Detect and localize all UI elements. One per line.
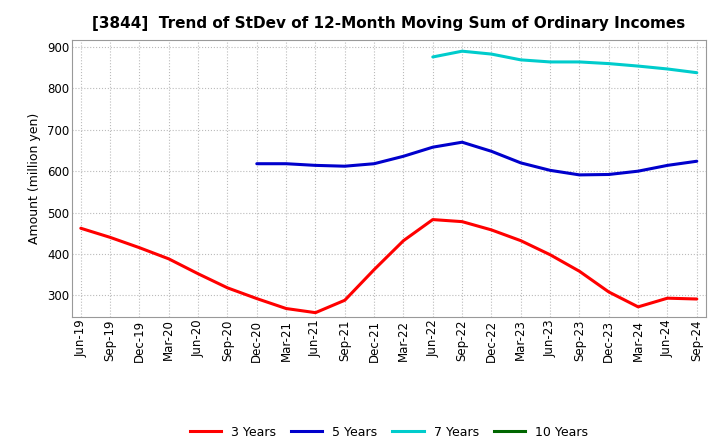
3 Years (516, 238, 525, 243)
7 Years (458, 48, 467, 54)
Title: [3844]  Trend of StDev of 12-Month Moving Sum of Ordinary Incomes: [3844] Trend of StDev of 12-Month Moving… (92, 16, 685, 32)
5 Years (341, 164, 349, 169)
7 Years (575, 59, 584, 65)
3 Years (370, 267, 379, 272)
3 Years (399, 238, 408, 243)
5 Years (253, 161, 261, 166)
5 Years (693, 158, 701, 164)
3 Years (76, 226, 85, 231)
7 Years (487, 51, 496, 57)
5 Years (370, 161, 379, 166)
3 Years (428, 217, 437, 222)
7 Years (605, 61, 613, 66)
3 Years (693, 297, 701, 302)
5 Years (634, 169, 642, 174)
7 Years (693, 70, 701, 75)
3 Years (223, 285, 232, 290)
7 Years (634, 63, 642, 69)
Line: 3 Years: 3 Years (81, 220, 697, 313)
5 Years (546, 168, 554, 173)
5 Years (428, 144, 437, 150)
Line: 7 Years: 7 Years (433, 51, 697, 73)
3 Years (282, 306, 290, 311)
3 Years (458, 219, 467, 224)
3 Years (487, 227, 496, 233)
7 Years (428, 54, 437, 59)
3 Years (663, 296, 672, 301)
5 Years (311, 163, 320, 168)
Y-axis label: Amount (million yen): Amount (million yen) (28, 113, 42, 244)
3 Years (253, 296, 261, 301)
5 Years (399, 154, 408, 159)
3 Years (546, 252, 554, 257)
5 Years (605, 172, 613, 177)
5 Years (282, 161, 290, 166)
3 Years (164, 256, 173, 261)
Line: 5 Years: 5 Years (257, 142, 697, 175)
Legend: 3 Years, 5 Years, 7 Years, 10 Years: 3 Years, 5 Years, 7 Years, 10 Years (184, 421, 593, 440)
5 Years (458, 139, 467, 145)
7 Years (516, 57, 525, 62)
7 Years (546, 59, 554, 65)
3 Years (605, 290, 613, 295)
3 Years (194, 271, 202, 276)
5 Years (575, 172, 584, 177)
5 Years (663, 163, 672, 168)
3 Years (634, 304, 642, 309)
5 Years (516, 160, 525, 165)
3 Years (575, 269, 584, 274)
7 Years (663, 66, 672, 72)
3 Years (341, 297, 349, 303)
3 Years (135, 245, 144, 250)
3 Years (311, 310, 320, 315)
5 Years (487, 149, 496, 154)
3 Years (106, 235, 114, 240)
